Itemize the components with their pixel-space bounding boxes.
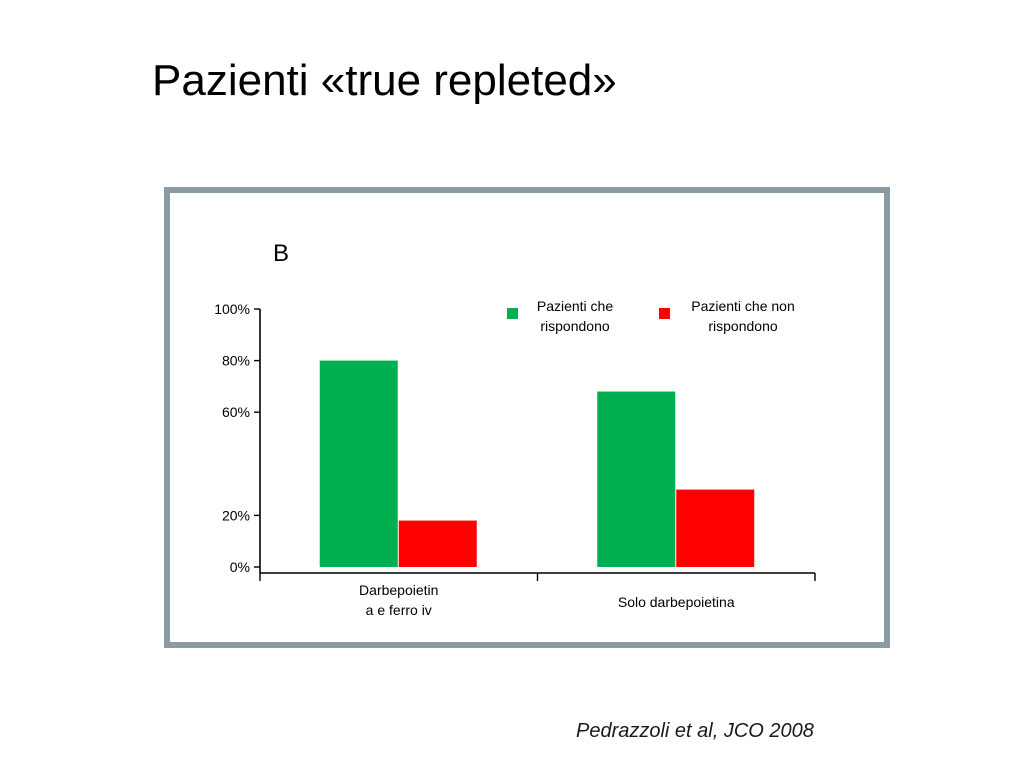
y-tick-label: 60%: [222, 404, 250, 420]
y-tick-label: 80%: [222, 353, 250, 369]
chart-frame: B 100% 80% 60% 20% 0% Darbepoietin a e ferro iv…: [164, 187, 890, 648]
panel-label: B: [273, 240, 289, 267]
y-tick-label: 100%: [214, 301, 250, 317]
y-tick-label: 0%: [230, 559, 250, 575]
legend-label: Pazienti che: [537, 298, 613, 314]
y-tick-label: 20%: [222, 507, 250, 523]
category-label: Solo darbepoietina: [618, 594, 735, 610]
citation: Pedrazzoli et al, JCO 2008: [576, 720, 814, 742]
bar: [319, 360, 398, 567]
bar: [676, 489, 755, 567]
legend-label: rispondono: [540, 318, 609, 334]
legend-swatch: [659, 308, 670, 319]
category-label: Darbepoietin: [359, 582, 438, 598]
legend-label: Pazienti che non: [691, 298, 795, 314]
category-label: a e ferro iv: [366, 602, 432, 618]
legend-label: rispondono: [708, 318, 777, 334]
bar: [398, 520, 477, 567]
bar: [597, 391, 676, 567]
legend-swatch: [507, 308, 518, 319]
slide-title: Pazienti «true repleted»: [152, 56, 617, 105]
bar-chart: B 100% 80% 60% 20% 0% Darbepoietin a e ferro iv…: [214, 240, 816, 618]
